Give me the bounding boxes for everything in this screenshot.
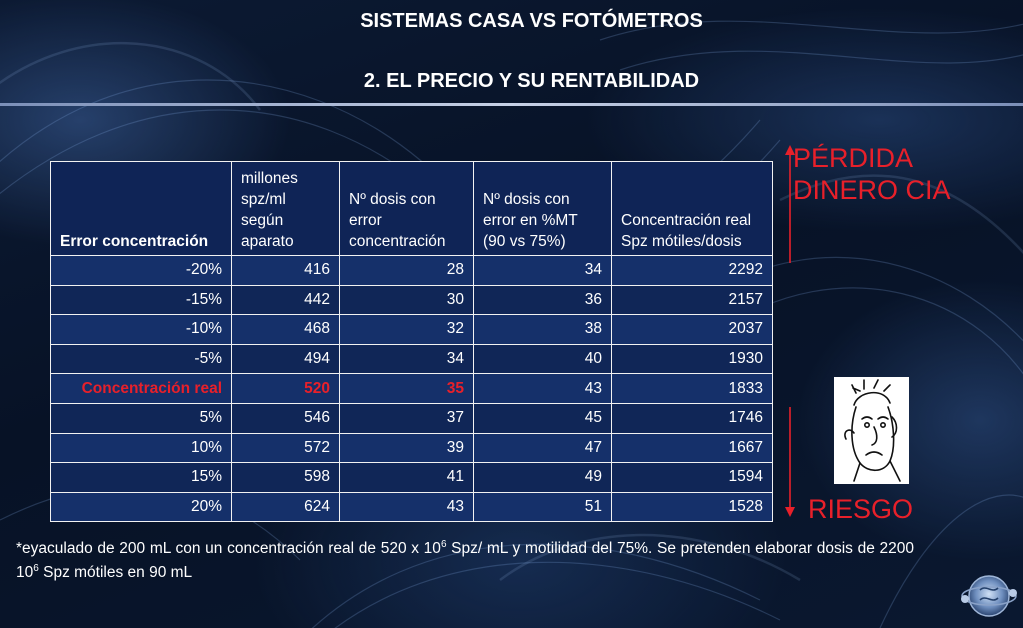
worried-man-cartoon [834, 377, 909, 484]
header-millones-spz: millones spz/ml según aparato [231, 161, 340, 256]
cell-millones: 442 [231, 284, 340, 316]
footnote: *eyaculado de 200 mL con un concentració… [16, 535, 914, 583]
table-row: -15% 442 30 36 2157 [50, 284, 773, 316]
cell-millones: 416 [231, 255, 340, 286]
dosis-table: Error concentración millones spz/ml segú… [50, 161, 773, 523]
table-row: -10% 468 32 38 2037 [50, 314, 773, 345]
cell-concentracion: 2037 [611, 314, 773, 345]
footnote-part-2: Spz/ mL y motilidad del 75%. Se pretende… [16, 540, 914, 582]
cell-millones: 546 [231, 402, 340, 434]
cell-millones: 624 [231, 491, 340, 523]
cell-concentracion: 1930 [611, 343, 773, 375]
footnote-sup-2: 6 [33, 563, 39, 575]
table-row: -5% 494 34 40 1930 [50, 343, 773, 375]
cell-dosis-mt: 51 [473, 491, 612, 523]
cell-concentracion: 2292 [611, 255, 773, 286]
cell-concentracion: 1594 [611, 462, 773, 493]
cell-dosis-mt: 40 [473, 343, 612, 375]
cell-error: -15% [50, 284, 232, 316]
cell-dosis: 43 [339, 491, 474, 523]
cell-millones: 468 [231, 314, 340, 345]
table-row: 15% 598 41 49 1594 [50, 462, 773, 493]
title-line-1: SISTEMAS CASA VS FOTÓMETROS [360, 10, 703, 32]
table-header-row: Error concentración millones spz/ml segú… [50, 161, 773, 256]
table-row: -20% 416 28 34 2292 [50, 255, 773, 286]
cell-error: 15% [50, 462, 232, 493]
cell-dosis: 30 [339, 284, 474, 316]
worried-face-icon [844, 379, 901, 482]
cell-dosis: 37 [339, 402, 474, 434]
title-divider [0, 103, 1023, 106]
header-dosis-error-mt: Nº dosis con error en %MT (90 vs 75%) [473, 161, 612, 256]
cell-error: Concentración real [50, 373, 232, 404]
cell-error: -20% [50, 255, 232, 286]
perdida-label-line-1: PÉRDIDA [793, 143, 914, 173]
header-error-concentracion: Error concentración [50, 161, 232, 256]
header-dosis-error: Nº dosis con error concentración [339, 161, 474, 256]
cell-dosis-mt: 38 [473, 314, 612, 345]
cell-error: -5% [50, 343, 232, 375]
perdida-label-line-2: DINERO CIA [793, 175, 951, 205]
cell-error: -10% [50, 314, 232, 345]
cell-dosis-mt: 36 [473, 284, 612, 316]
table-row: 20% 624 43 51 1528 [50, 491, 773, 523]
footnote-part-1: *eyaculado de 200 mL con un concentració… [16, 540, 441, 558]
cell-dosis: 32 [339, 314, 474, 345]
double-arrow-icon [785, 145, 795, 517]
perdida-label: PÉRDIDA DINERO CIA [793, 142, 951, 206]
cell-concentracion: 2157 [611, 284, 773, 316]
cell-millones: 494 [231, 343, 340, 375]
cell-dosis-mt: 34 [473, 255, 612, 286]
table-row: 5% 546 37 45 1746 [50, 402, 773, 434]
cell-dosis: 28 [339, 255, 474, 286]
cell-dosis-mt: 47 [473, 432, 612, 464]
cell-error: 5% [50, 402, 232, 434]
table-row: 10% 572 39 47 1667 [50, 432, 773, 464]
cell-dosis: 34 [339, 343, 474, 375]
footnote-sup-1: 6 [440, 539, 447, 550]
cell-error: 10% [50, 432, 232, 464]
cell-concentracion: 1746 [611, 402, 773, 434]
cell-millones: 572 [231, 432, 340, 464]
cell-dosis: 41 [339, 462, 474, 493]
table-row-highlighted: Concentración real 520 35 43 1833 [50, 373, 773, 404]
cell-dosis-mt: 49 [473, 462, 612, 493]
cell-dosis-mt: 45 [473, 402, 612, 434]
cell-concentracion: 1528 [611, 491, 773, 523]
riesgo-label: RIESGO [808, 494, 914, 524]
header-concentracion-real: Concentración real Spz mótiles/dosis [611, 161, 773, 256]
cell-concentracion: 1833 [611, 373, 773, 404]
cell-millones: 598 [231, 462, 340, 493]
title-line-2: 2. EL PRECIO Y SU RENTABILIDAD [363, 70, 700, 92]
cell-dosis: 35 [339, 373, 474, 404]
cell-millones: 520 [231, 373, 340, 404]
cell-dosis: 39 [339, 432, 474, 464]
cell-concentracion: 1667 [611, 432, 773, 464]
cell-dosis-mt: 43 [473, 373, 612, 404]
sperm-logo-icon [961, 575, 1017, 617]
footnote-part-3: Spz mótiles en 90 mL [38, 564, 193, 582]
cell-error: 20% [50, 491, 232, 523]
